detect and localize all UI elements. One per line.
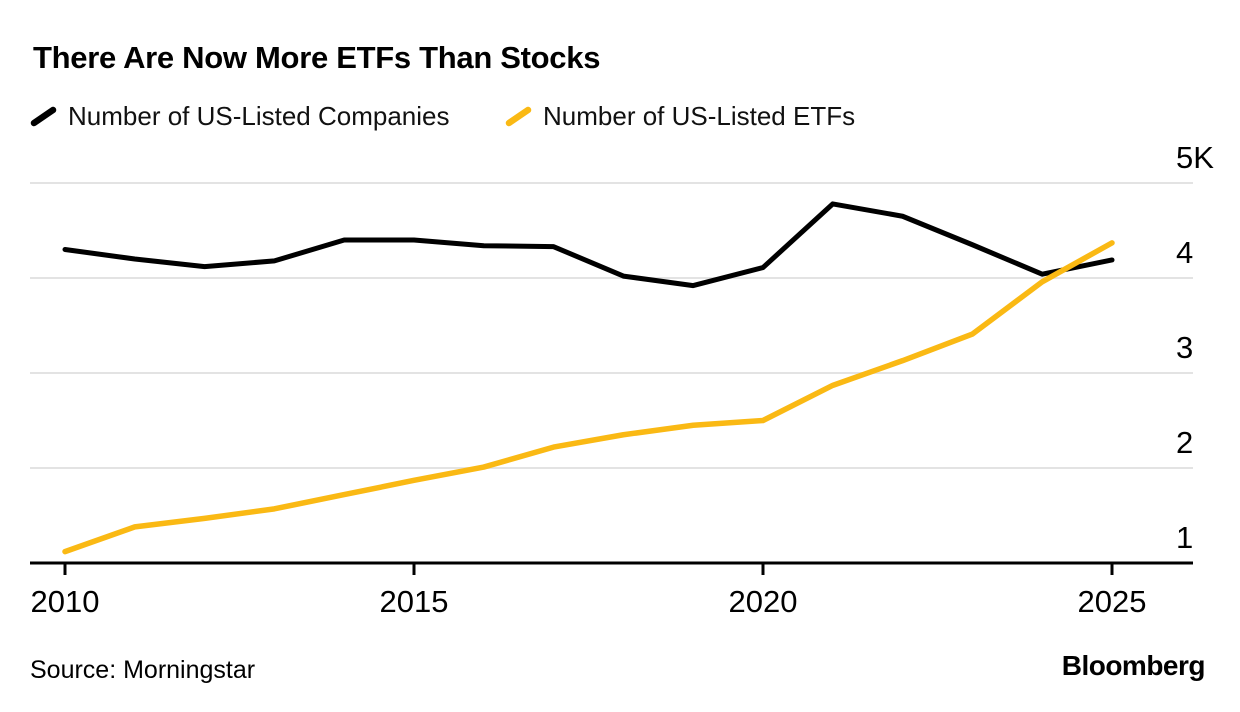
- y-axis-label: 2: [1176, 425, 1193, 460]
- legend-item-companies: Number of US-Listed Companies: [30, 100, 450, 131]
- companies-line-series: [62, 201, 1115, 289]
- y-axis-label: 3: [1176, 330, 1193, 365]
- chart-title: There Are Now More ETFs Than Stocks: [33, 40, 601, 75]
- x-axis-label: 2015: [380, 584, 449, 619]
- bloomberg-logo: Bloomberg: [1061, 650, 1206, 681]
- x-axis-label: 2025: [1078, 584, 1147, 619]
- source-note: Source: Morningstar: [30, 656, 256, 684]
- y-axis-label: 4: [1176, 235, 1193, 270]
- legend-label-etfs: Number of US-Listed ETFs: [543, 100, 856, 131]
- legend-label-companies: Number of US-Listed Companies: [68, 100, 450, 131]
- x-axis-label: 2020: [729, 584, 798, 619]
- y-axis-label: 5K: [1176, 140, 1214, 175]
- x-axis-label: 2010: [31, 584, 100, 619]
- companies-line-icon: [30, 106, 57, 126]
- legend-item-etfs: Number of US-Listed ETFs: [505, 100, 856, 131]
- etfs-line-series: [62, 240, 1115, 555]
- etfs-line-icon: [505, 106, 532, 126]
- y-axis-label: 1: [1176, 520, 1193, 555]
